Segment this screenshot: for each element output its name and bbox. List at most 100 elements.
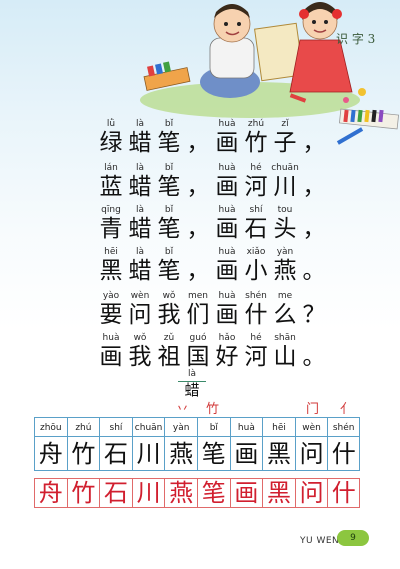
lesson-label: 识 字 3	[336, 32, 376, 46]
copy-character-cell: 黑	[262, 479, 295, 507]
verse-char-hanzi: 笔	[157, 216, 181, 242]
verse-char: là 蜡	[120, 162, 160, 200]
verse-char-hanzi: 国	[186, 344, 210, 370]
verse-char: huà 画	[91, 332, 131, 370]
grid-character-cell: 黑	[262, 437, 295, 471]
grid-pinyin-cell: hēi	[262, 417, 295, 437]
new-character-underline	[178, 381, 206, 382]
verse-char: qīng 青	[91, 204, 131, 242]
verse-char-pinyin: xiǎo	[246, 247, 266, 257]
verse-char-pinyin: zǔ	[163, 333, 175, 343]
grid-pinyin-cell: shén	[327, 417, 360, 437]
verse-char-pinyin: là	[135, 119, 144, 129]
verse-char-hanzi: 我	[157, 302, 181, 328]
verse-char: bǐ 笔	[149, 118, 189, 156]
verse-char-pinyin: huà	[218, 247, 236, 257]
verse-char-pinyin: zǐ	[281, 119, 289, 129]
grid-pinyin-cell: huà	[229, 417, 263, 437]
verse-char: ？	[294, 290, 334, 328]
verse-char-pinyin: wǒ	[162, 291, 176, 301]
verse-char-hanzi: 画	[215, 258, 239, 284]
new-character-pinyin: là	[187, 369, 196, 379]
verse-char: wǒ 我	[120, 332, 160, 370]
verse-char-hanzi: 我	[128, 344, 152, 370]
verse-char-hanzi: 燕	[273, 258, 297, 284]
verse-char: zhú 竹	[236, 118, 276, 156]
verse-char-pinyin: bǐ	[164, 119, 174, 129]
verse-char: tou 头	[265, 204, 305, 242]
verse-char-pinyin	[294, 332, 334, 344]
verse-char-pinyin: là	[135, 163, 144, 173]
verse-char-pinyin: shén	[245, 291, 267, 301]
verse-char-hanzi: 小	[244, 258, 268, 284]
writing-grid-character-row: 舟竹石川燕笔画黑问什	[34, 437, 360, 471]
verse-char-pinyin: huà	[218, 119, 236, 129]
verse-char-hanzi: 蜡	[128, 216, 152, 242]
verse-line: qīng 青 là 蜡 bǐ 笔， huà 画 shí 石 tou 头，	[0, 204, 400, 244]
verse-char-hanzi: 蜡	[128, 130, 152, 156]
verse-char: bǐ 笔	[149, 246, 189, 284]
new-character: là 蜡	[172, 368, 212, 400]
verse-char-pinyin: hǎo	[218, 333, 236, 343]
footer-subject: YU WEN	[300, 536, 340, 546]
verse-char-pinyin: bǐ	[164, 247, 174, 257]
verse-char: yàn 燕	[265, 246, 305, 284]
verse-char-hanzi: 河	[244, 174, 268, 200]
verse-char: shén 什	[236, 290, 276, 328]
verse-line: hēi 黑 là 蜡 bǐ 笔， huà 画 xiǎo 小 yàn 燕。	[0, 246, 400, 286]
verse-char-pinyin: huà	[218, 163, 236, 173]
verse-char-hanzi: 问	[128, 302, 152, 328]
verse-char-hanzi: 竹	[244, 130, 268, 156]
stroke-hint: 竹	[206, 402, 220, 417]
verse-char: wèn 问	[120, 290, 160, 328]
verse-char-hanzi: ，	[302, 216, 326, 242]
grid-pinyin-cell: shí	[99, 417, 132, 437]
copy-character-cell: 画	[229, 479, 263, 507]
verse-char: bǐ 笔	[149, 204, 189, 242]
verse-char-hanzi: ，	[186, 174, 210, 200]
verse-char: 。	[294, 246, 334, 284]
grid-character-cell: 画	[229, 437, 263, 471]
copy-character-cell: 竹	[66, 479, 100, 507]
verse-char: huà 画	[207, 118, 247, 156]
verse-char-pinyin	[294, 246, 334, 258]
verse-char-pinyin: chuān	[271, 163, 299, 173]
verse-char-hanzi: 笔	[157, 130, 181, 156]
verse-line: lán 蓝 là 蜡 bǐ 笔， huà 画 hé 河 chuān 川，	[0, 162, 400, 202]
verse-char-pinyin: qīng	[101, 205, 121, 215]
verse-char-hanzi: ，	[302, 174, 326, 200]
grid-pinyin-cell: wèn	[294, 417, 328, 437]
grid-character-cell: 问	[294, 437, 328, 471]
verse-char-pinyin: wèn	[130, 291, 150, 301]
verse-char-hanzi: 河	[244, 344, 268, 370]
verse-char: lán 蓝	[91, 162, 131, 200]
verse-char: chuān 川	[265, 162, 305, 200]
verse-char: shān 山	[265, 332, 305, 370]
verse-char-pinyin: yào	[102, 291, 120, 301]
grid-character-cell: 竹	[66, 437, 100, 471]
verse-char-hanzi: 画	[215, 302, 239, 328]
verse-char-pinyin: tou	[277, 205, 293, 215]
verse-char-pinyin	[294, 162, 334, 174]
grid-pinyin-cell: yàn	[164, 417, 197, 437]
verse-char-pinyin: huà	[218, 291, 236, 301]
verse-char-hanzi: 画	[215, 174, 239, 200]
verse-char-pinyin: lǜ	[106, 119, 116, 129]
verse-char-pinyin: bǐ	[164, 163, 174, 173]
copy-row: 舟竹石川燕笔画黑问什	[34, 478, 360, 508]
verse-char: ，	[178, 246, 218, 284]
verse-char-hanzi: 笔	[157, 258, 181, 284]
verse-char-hanzi: 子	[273, 130, 297, 156]
verse-char-pinyin: zhú	[247, 119, 265, 129]
verse-char: lǜ 绿	[91, 118, 131, 156]
verse-char-pinyin: lán	[104, 163, 118, 173]
copy-character-cell: 川	[131, 479, 165, 507]
verse-char-hanzi: 蜡	[128, 174, 152, 200]
copy-row-top-line	[34, 478, 360, 479]
verse-char-hanzi: 蓝	[99, 174, 123, 200]
verse-char-hanzi: 好	[215, 344, 239, 370]
stroke-hint: 丷	[176, 402, 190, 417]
verse-char-hanzi: 什	[244, 302, 268, 328]
verse-char: huà 画	[207, 162, 247, 200]
